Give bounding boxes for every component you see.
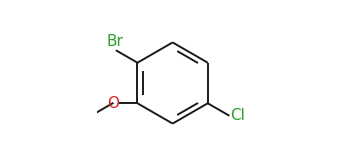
Text: O: O <box>107 96 119 111</box>
Text: Cl: Cl <box>230 108 245 123</box>
Text: Br: Br <box>107 34 123 49</box>
